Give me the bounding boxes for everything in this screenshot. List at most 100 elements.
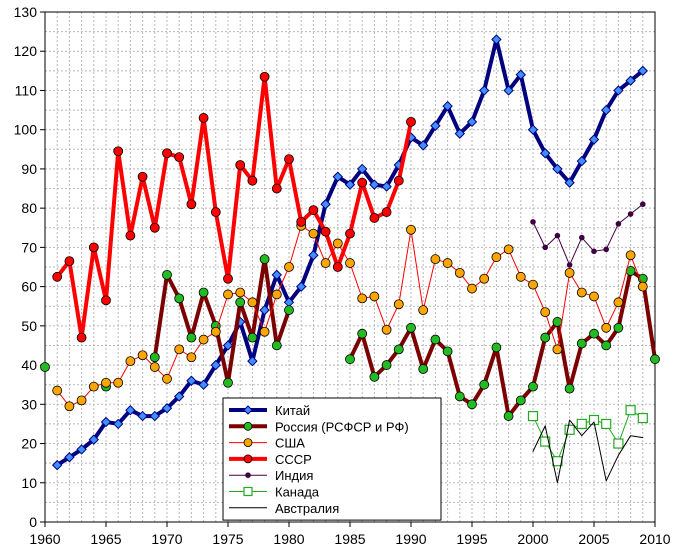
data-point: [149, 362, 160, 372]
data-point: [345, 228, 355, 239]
data-point: [162, 148, 172, 159]
legend-item-usa: США: [229, 436, 305, 451]
series-layer: [40, 34, 660, 484]
y-tick-label: 50: [21, 318, 37, 334]
data-point: [613, 322, 624, 333]
data-point: [625, 405, 636, 416]
legend-item-ussr: СССР: [229, 452, 312, 467]
series-line: [532, 203, 644, 266]
data-point: [88, 381, 99, 392]
series-india: [530, 201, 646, 268]
data-point: [576, 155, 588, 167]
data-point: [345, 258, 355, 268]
data-point: [64, 401, 75, 412]
series-russia: [40, 254, 660, 421]
data-point: [540, 436, 551, 447]
legend-label: Китай: [275, 403, 310, 418]
data-point: [88, 242, 99, 253]
data-point: [369, 291, 380, 302]
x-tick-label: 1990: [395, 531, 426, 547]
data-point: [381, 181, 392, 192]
tick-labels: 1960 1965 1970 1975 1980 1985 1990 1995 2000 2005…: [14, 4, 671, 547]
data-point: [125, 404, 136, 416]
data-point: [640, 201, 646, 208]
data-point: [406, 116, 416, 127]
data-point: [243, 438, 253, 448]
data-point: [576, 338, 587, 349]
data-point: [198, 334, 209, 345]
data-point: [174, 344, 185, 355]
data-point: [552, 344, 563, 355]
data-point: [247, 332, 258, 343]
data-point: [308, 250, 319, 261]
data-point: [491, 252, 502, 263]
data-point: [245, 472, 251, 479]
data-point: [528, 381, 538, 392]
data-point: [478, 85, 490, 96]
data-point: [247, 175, 258, 186]
data-point: [515, 69, 527, 80]
data-point: [243, 454, 253, 464]
y-tick-label: 20: [21, 436, 37, 452]
data-point: [64, 452, 75, 463]
x-tick-label: 2010: [639, 531, 670, 547]
data-point: [503, 85, 514, 96]
data-point: [527, 410, 539, 422]
data-point: [576, 418, 587, 430]
data-point: [381, 324, 392, 335]
x-tick-label: 1975: [212, 531, 243, 547]
data-point: [295, 281, 307, 292]
legend-item-india: Индия: [229, 468, 313, 483]
data-point: [125, 230, 136, 241]
data-point: [235, 287, 246, 298]
data-point: [271, 183, 282, 194]
data-point: [186, 199, 197, 210]
data-point: [162, 269, 172, 280]
data-point: [418, 364, 429, 374]
data-point: [198, 379, 209, 390]
data-point: [588, 134, 600, 145]
data-point: [320, 226, 331, 237]
data-point: [381, 360, 392, 370]
data-point: [588, 414, 600, 426]
x-tick-label: 1970: [151, 531, 182, 547]
series-line: [532, 419, 644, 484]
data-point: [186, 375, 197, 386]
data-point: [357, 328, 368, 339]
data-point: [344, 179, 356, 190]
data-point: [650, 354, 660, 365]
data-point: [210, 207, 221, 217]
x-tick-label: 2005: [578, 531, 609, 547]
y-tick-label: 0: [29, 514, 37, 530]
data-point: [613, 297, 624, 308]
data-point: [223, 273, 233, 284]
data-point: [627, 211, 634, 217]
data-point: [540, 332, 551, 343]
data-point: [52, 385, 63, 396]
data-point: [356, 163, 368, 175]
legend-label: Индия: [275, 468, 313, 483]
data-point: [430, 120, 441, 131]
data-point: [112, 418, 124, 430]
y-tick-label: 60: [21, 279, 37, 295]
data-point: [186, 332, 197, 343]
data-point: [625, 250, 636, 261]
legend-label: США: [275, 436, 305, 451]
data-point: [601, 322, 612, 333]
series-usa: [52, 220, 648, 412]
data-point: [308, 228, 319, 239]
data-point: [393, 344, 404, 355]
data-point: [64, 256, 75, 267]
data-point: [271, 289, 282, 300]
data-point: [284, 305, 294, 316]
data-point: [271, 340, 282, 351]
data-point: [566, 262, 573, 268]
data-point: [113, 146, 124, 157]
legend-item-china: Китай: [229, 403, 310, 418]
data-point: [613, 85, 624, 96]
data-point: [579, 234, 585, 241]
data-point: [552, 163, 563, 175]
x-tick-label: 1980: [273, 531, 304, 547]
data-point: [149, 222, 160, 233]
